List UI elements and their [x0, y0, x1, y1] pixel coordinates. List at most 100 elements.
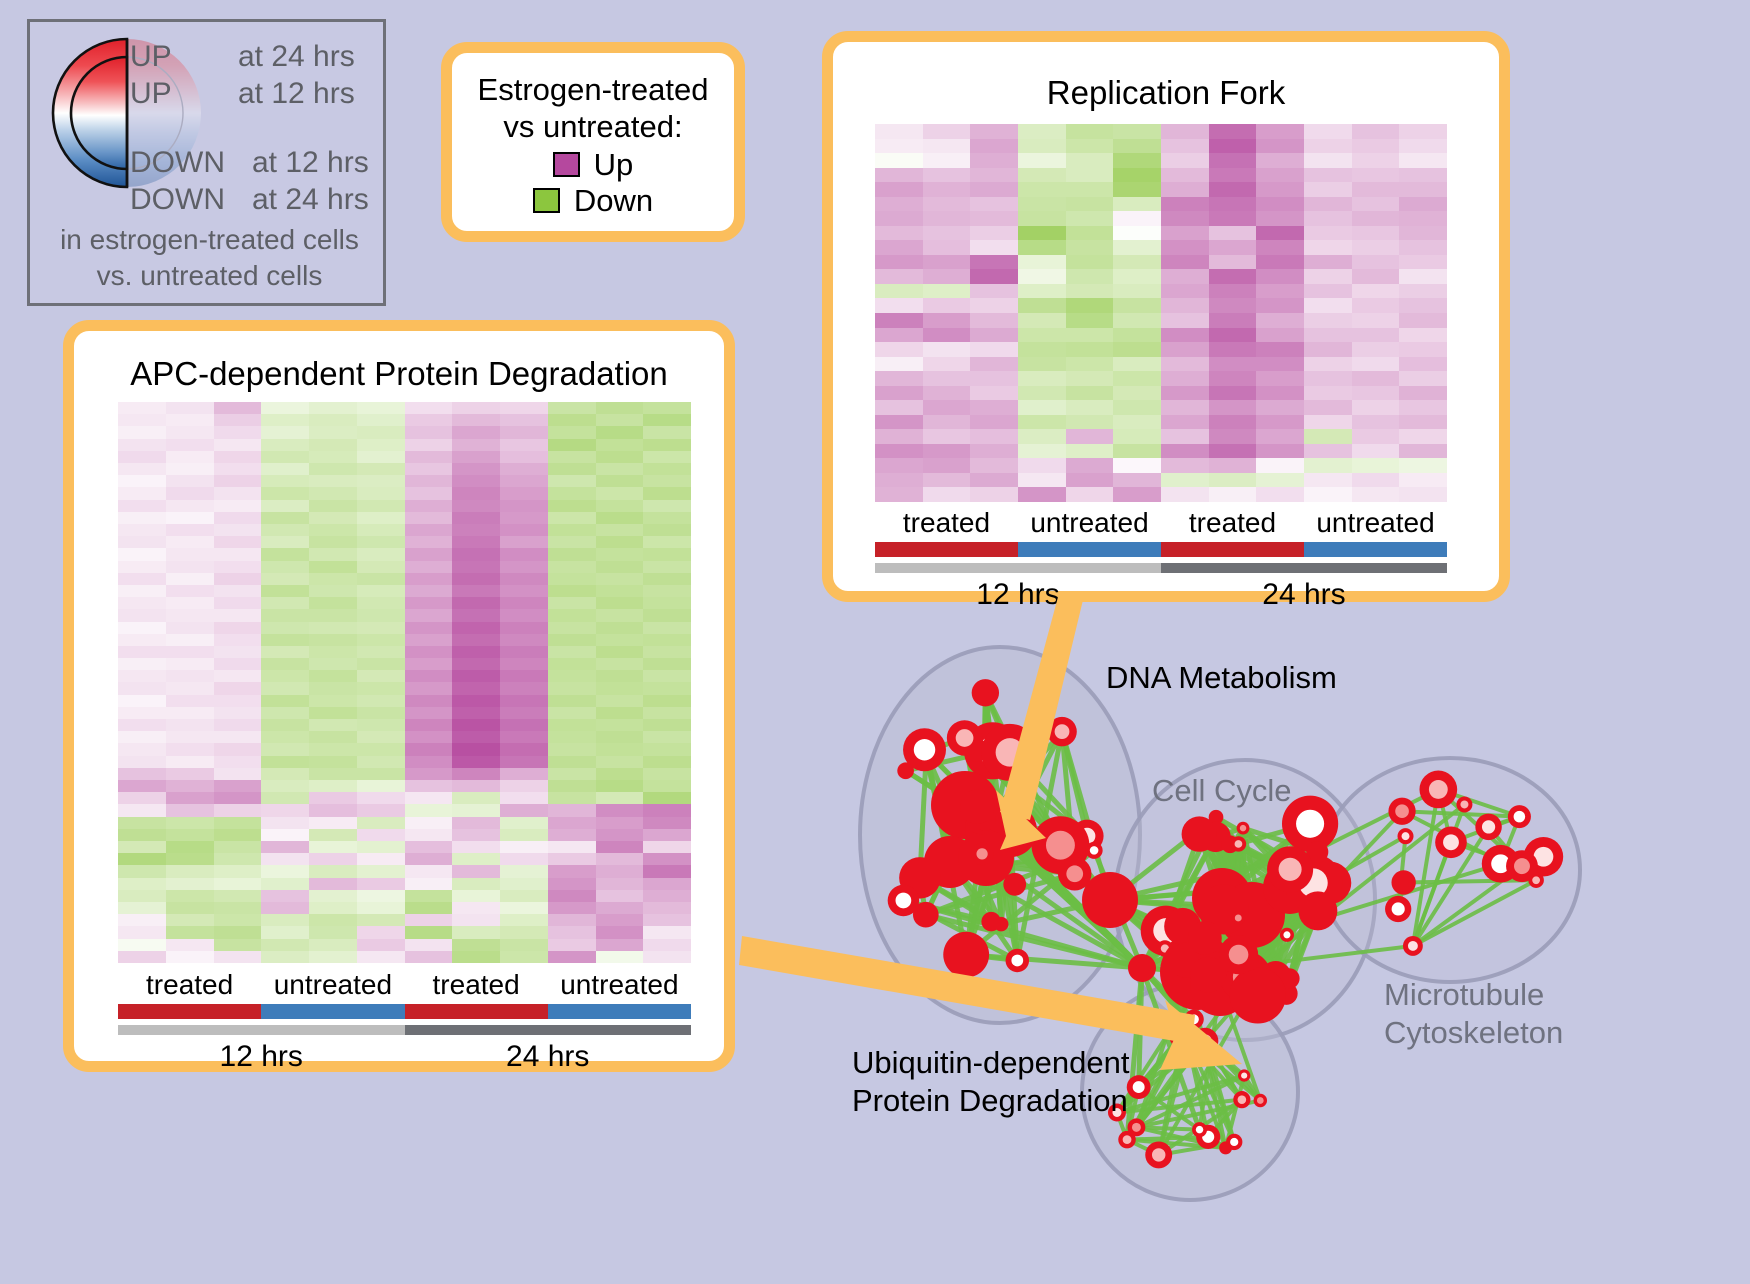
heatmap-cell — [357, 426, 405, 438]
heatmap-cell — [261, 402, 309, 414]
heatmap-cell — [970, 269, 1018, 284]
heatmap-cell — [309, 402, 357, 414]
heatmap-cell — [214, 780, 262, 792]
network-node[interactable] — [1230, 967, 1286, 1023]
heatmap-cell — [596, 573, 644, 585]
heatmap-cell — [596, 487, 644, 499]
network-node[interactable] — [913, 902, 939, 928]
heatmap-cell — [166, 780, 214, 792]
heatmap-cell — [970, 197, 1018, 212]
heatmap-cell — [1256, 415, 1304, 430]
heatmap-cell — [309, 902, 357, 914]
heatmap-cell — [452, 439, 500, 451]
heatmap-cell — [214, 670, 262, 682]
heatmap-cell — [452, 792, 500, 804]
heatmap-cell — [1161, 124, 1209, 139]
heatmap-cell — [1066, 458, 1114, 473]
heatmap-cell — [214, 829, 262, 841]
heatmap-cell — [309, 548, 357, 560]
heatmap-cell — [970, 487, 1018, 502]
heatmap-cell — [309, 597, 357, 609]
heatmap-cell — [1399, 473, 1447, 488]
heatmap-cell — [1066, 429, 1114, 444]
heatmap-cell — [357, 768, 405, 780]
heatmap-cell — [500, 439, 548, 451]
heatmap-cell — [309, 500, 357, 512]
network-node[interactable] — [1391, 870, 1415, 894]
heatmap-cell — [596, 756, 644, 768]
heatmap-cell — [452, 878, 500, 890]
heatmap-cell — [214, 524, 262, 536]
network-node-center — [1011, 955, 1023, 967]
down-color-swatch — [533, 188, 560, 213]
heatmap-cell — [214, 634, 262, 646]
heatmap-cell — [1018, 357, 1066, 372]
heatmap-cell — [970, 342, 1018, 357]
network-node-center — [896, 893, 912, 909]
heatmap-cell — [643, 670, 691, 682]
heatmap-cell — [1256, 429, 1304, 444]
bar-segment — [118, 1004, 261, 1019]
network-node[interactable] — [1182, 816, 1217, 851]
heatmap-cell — [643, 609, 691, 621]
heatmap-cell — [923, 124, 971, 139]
heatmap-cell — [1161, 415, 1209, 430]
replication-fork-title: Replication Fork — [833, 74, 1499, 112]
heatmap-cell — [1018, 182, 1066, 197]
heatmap-cell — [118, 646, 166, 658]
ring-label-down-24: DOWN — [130, 185, 225, 215]
heatmap-cell — [214, 878, 262, 890]
heatmap-cell — [118, 426, 166, 438]
heatmap-cell — [166, 597, 214, 609]
network-node[interactable] — [1128, 954, 1156, 982]
replication-fork-panel: Replication Fork treated untreated treat… — [822, 31, 1510, 602]
heatmap-cell — [923, 487, 971, 502]
heatmap-cell — [405, 890, 453, 902]
heatmap-cell — [548, 670, 596, 682]
heatmap-cell — [643, 463, 691, 475]
heatmap-cell — [357, 536, 405, 548]
heatmap-cell — [923, 153, 971, 168]
heatmap-cell — [357, 926, 405, 938]
heatmap-cell — [118, 573, 166, 585]
heatmap-cell — [166, 817, 214, 829]
heatmap-cell — [118, 853, 166, 865]
network-node[interactable] — [972, 679, 999, 706]
heatmap-cell — [643, 536, 691, 548]
network-node-center — [1514, 811, 1526, 823]
heatmap-cell — [643, 597, 691, 609]
heatmap-cell — [118, 682, 166, 694]
heatmap-cell — [357, 451, 405, 463]
heatmap-cell — [1352, 153, 1400, 168]
heatmap-cell — [548, 548, 596, 560]
network-node[interactable] — [1188, 921, 1222, 955]
apc-title: APC-dependent Protein Degradation — [74, 355, 724, 393]
heatmap-cell — [309, 682, 357, 694]
network-node[interactable] — [1298, 891, 1337, 930]
network-node[interactable] — [960, 790, 994, 824]
heatmap-cell — [500, 402, 548, 414]
heatmap-cell — [500, 890, 548, 902]
heatmap-cell — [1066, 313, 1114, 328]
heatmap-cell — [214, 561, 262, 573]
network-node[interactable] — [1003, 873, 1026, 896]
heatmap-cell — [500, 817, 548, 829]
heatmap-cell — [357, 792, 405, 804]
network-node[interactable] — [981, 912, 1001, 932]
heatmap-cell — [357, 670, 405, 682]
heatmap-cell — [118, 841, 166, 853]
heatmap-cell — [214, 597, 262, 609]
heatmap-cell — [500, 768, 548, 780]
heatmap-cell — [357, 853, 405, 865]
heatmap-cell — [596, 829, 644, 841]
network-node[interactable] — [1082, 872, 1138, 928]
heatmap-cell — [309, 573, 357, 585]
heatmap-cell — [405, 475, 453, 487]
network-node[interactable] — [943, 932, 989, 978]
heatmap-cell — [1256, 139, 1304, 154]
heatmap-cell — [643, 646, 691, 658]
heatmap-cell — [643, 719, 691, 731]
heatmap-cell — [643, 658, 691, 670]
heatmap-cell — [643, 817, 691, 829]
heatmap-cell — [405, 670, 453, 682]
